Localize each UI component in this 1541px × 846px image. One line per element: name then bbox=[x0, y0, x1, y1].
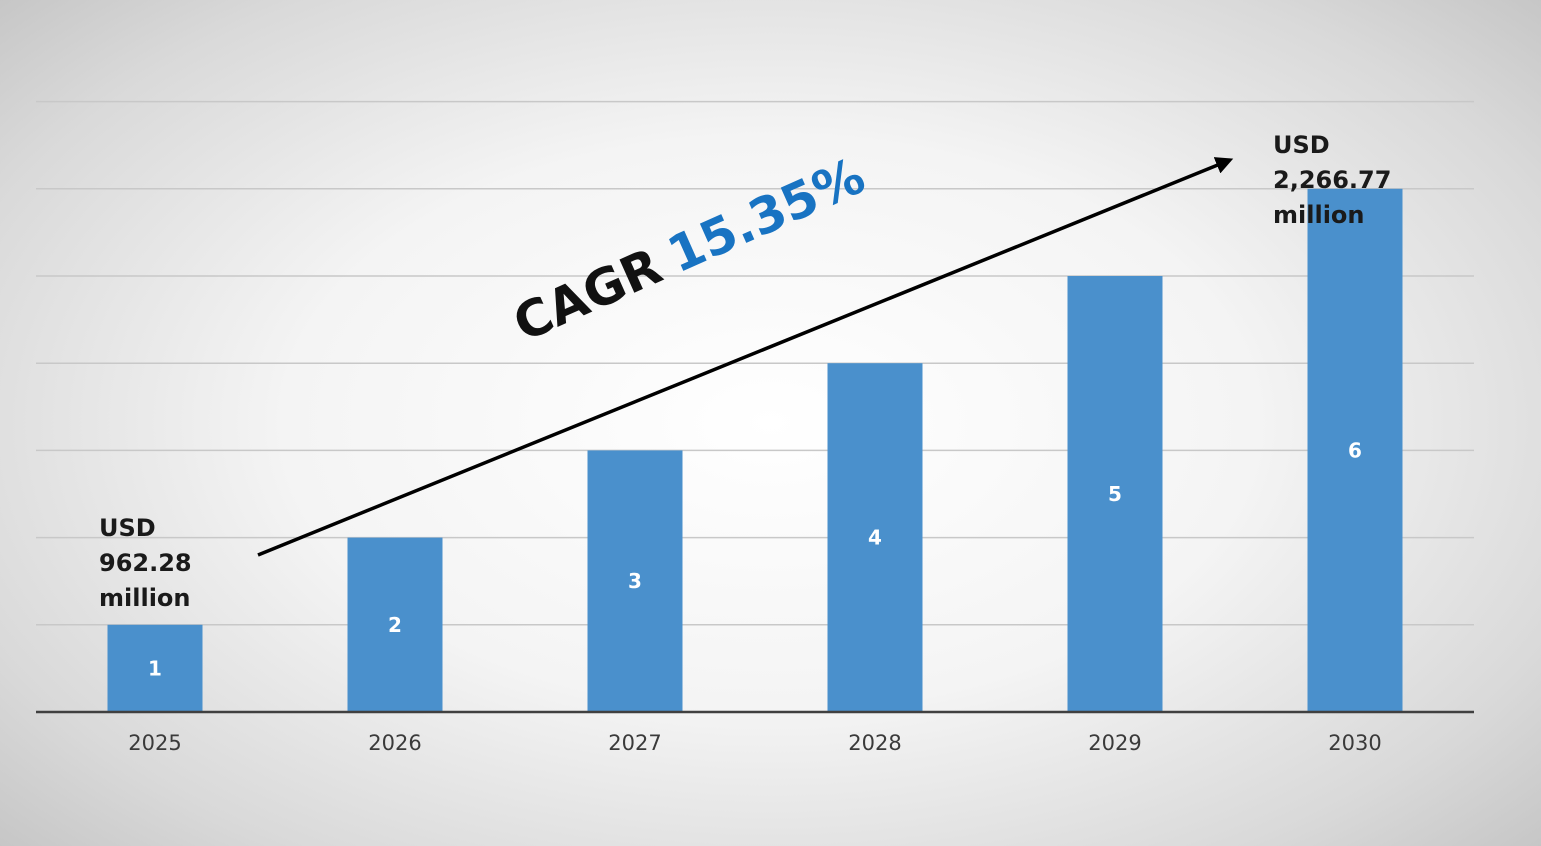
bar-2025 bbox=[107, 624, 203, 712]
end-amount: 2,266.77 bbox=[1273, 166, 1392, 194]
x-axis-tick-labels: 2025 2026 2027 2028 2029 2030 bbox=[128, 731, 1381, 755]
x-tick-label-2030: 2030 bbox=[1328, 731, 1381, 755]
start-unit: million bbox=[99, 584, 191, 612]
start-amount: 962.28 bbox=[99, 549, 192, 577]
x-tick-label-2029: 2029 bbox=[1088, 731, 1141, 755]
trend-arrow-line bbox=[257, 157, 1234, 557]
bar-value-label-2025: 1 bbox=[148, 656, 162, 680]
x-tick-label-2028: 2028 bbox=[848, 731, 901, 755]
x-tick-label-2027: 2027 bbox=[608, 731, 661, 755]
bar-2029 bbox=[1067, 276, 1163, 712]
bar-value-label-2028: 4 bbox=[868, 526, 882, 550]
x-tick-label-2026: 2026 bbox=[368, 731, 421, 755]
bar-value-label-2026: 2 bbox=[388, 613, 402, 637]
bar-value-label-2029: 5 bbox=[1108, 482, 1122, 506]
bar-value-label-2027: 3 bbox=[628, 569, 642, 593]
cagr-trend-arrow bbox=[257, 157, 1234, 557]
end-unit: million bbox=[1273, 201, 1365, 229]
bar-value-label-2030: 6 bbox=[1348, 438, 1362, 462]
bar-value-labels: 1 2 3 4 5 6 bbox=[148, 438, 1362, 680]
end-value-callout: USD 2,266.77 million bbox=[1273, 128, 1391, 233]
start-currency: USD bbox=[99, 514, 156, 542]
start-value-callout: USD 962.28 million bbox=[99, 511, 192, 616]
gridlines bbox=[36, 100, 1474, 626]
bar-2030 bbox=[1307, 188, 1403, 713]
bar-2026 bbox=[347, 537, 443, 712]
bars bbox=[107, 188, 1403, 713]
x-tick-label-2025: 2025 bbox=[128, 731, 181, 755]
bar-2027 bbox=[587, 450, 683, 712]
end-currency: USD bbox=[1273, 131, 1330, 159]
bar-2028 bbox=[827, 363, 923, 712]
